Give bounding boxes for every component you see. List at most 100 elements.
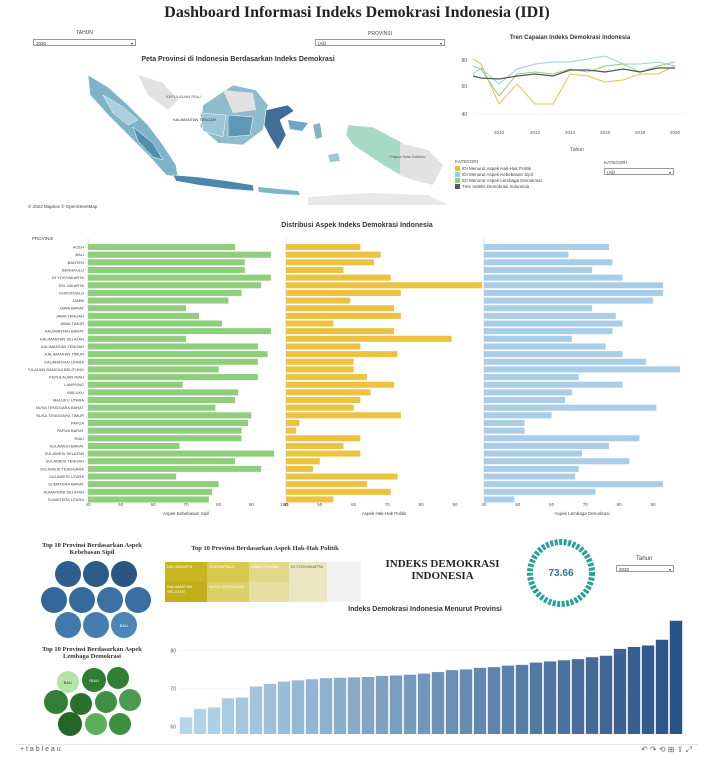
distribution-bar[interactable] (88, 374, 258, 381)
distribution-bar[interactable] (88, 259, 245, 266)
distribution-bar[interactable] (484, 282, 664, 289)
top10-sipil-bubbles[interactable]: BALI (34, 558, 154, 640)
distribution-bar[interactable] (286, 488, 391, 495)
province-bar[interactable] (347, 677, 361, 734)
province-bar[interactable] (627, 646, 641, 734)
distribution-bar[interactable] (484, 297, 653, 304)
distribution-bar[interactable] (286, 481, 368, 488)
province-bar[interactable] (375, 675, 389, 734)
province-bar[interactable] (389, 675, 403, 734)
treemap-cell[interactable]: JAWA TENGAH (249, 562, 289, 582)
treemap-cell[interactable]: DI YOGYAKARTA (289, 562, 327, 602)
province-bar[interactable] (249, 686, 263, 735)
distribution-bar[interactable] (286, 335, 452, 342)
bubble[interactable] (55, 561, 81, 587)
distribution-bar[interactable] (286, 251, 381, 258)
provinsi-filter-select[interactable]: (All) ▾ (315, 39, 445, 46)
distribution-bar[interactable] (286, 312, 401, 319)
province-bar[interactable] (501, 665, 515, 734)
province-bar[interactable] (305, 679, 319, 734)
distribution-bar[interactable] (286, 320, 334, 327)
distribution-bar[interactable] (484, 435, 640, 442)
province-bar[interactable] (417, 673, 431, 734)
distribution-bar[interactable] (286, 351, 398, 358)
distribution-bar[interactable] (286, 266, 344, 273)
treemap-cell[interactable]: DKI JAKARTA (165, 562, 207, 582)
bubble[interactable] (69, 587, 95, 613)
distribution-bar[interactable] (484, 404, 657, 411)
distribution-bar[interactable] (484, 274, 623, 281)
distribution-bar[interactable] (484, 335, 572, 342)
province-bar[interactable] (641, 645, 655, 734)
top10-lembaga-bubbles[interactable]: BALI RIAU (36, 664, 146, 742)
treemap-cell[interactable]: NUSA TENGGARA (207, 582, 249, 602)
java-region[interactable] (172, 174, 255, 192)
distribution-bar[interactable] (88, 419, 249, 426)
distribution-bar[interactable] (88, 450, 275, 457)
province-bar[interactable] (179, 717, 193, 734)
distribution-bar[interactable] (286, 274, 391, 281)
distribution-bar[interactable] (88, 351, 268, 358)
distribution-bar[interactable] (286, 465, 314, 472)
distribution-bar[interactable] (88, 473, 177, 480)
distribution-bar[interactable] (88, 442, 180, 449)
distribution-bar[interactable] (484, 442, 610, 449)
kpi-tahun-select[interactable]: 2020 ▾ (616, 565, 674, 572)
bubble[interactable] (111, 612, 137, 638)
distribution-bar[interactable] (286, 389, 371, 396)
distribution-bar[interactable] (88, 289, 242, 296)
distribution-bar[interactable] (484, 381, 623, 388)
distribution-chart[interactable]: PROVINSI ACEH BALI BANTEN BENGKULU DI YOGYAKA… (28, 232, 686, 522)
distribution-bar[interactable] (88, 427, 242, 434)
bubble[interactable] (95, 691, 117, 713)
treemap-cell[interactable] (327, 562, 361, 602)
bubble[interactable] (41, 587, 67, 613)
distribution-bar[interactable] (484, 496, 515, 503)
province-bar[interactable] (571, 659, 585, 734)
province-bar[interactable] (529, 662, 543, 734)
distribution-bar[interactable] (88, 282, 262, 289)
distribution-bar[interactable] (88, 358, 258, 365)
sulawesi-region[interactable] (263, 104, 295, 151)
province-bar[interactable] (669, 620, 683, 734)
province-bar[interactable] (193, 708, 207, 734)
distribution-bar[interactable] (286, 419, 300, 426)
province-bar[interactable] (403, 674, 417, 734)
nav-icons[interactable]: ↶ ↷ ⟲ ⊞ ⇪ ⤢ (640, 745, 692, 754)
province-bar[interactable] (207, 707, 221, 734)
treemap-cell[interactable]: KALIMANTAN SELATAN (165, 582, 207, 602)
distribution-bar[interactable] (286, 366, 354, 373)
distribution-bar[interactable] (88, 343, 258, 350)
province-bar[interactable] (613, 648, 627, 734)
bubble[interactable] (83, 561, 109, 587)
distribution-bar[interactable] (286, 297, 351, 304)
distribution-bar[interactable] (484, 473, 576, 480)
bubble[interactable] (109, 713, 131, 735)
bubble[interactable] (125, 587, 151, 613)
province-bar[interactable] (221, 698, 235, 734)
distribution-bar[interactable] (286, 412, 401, 419)
distribution-bar[interactable] (286, 496, 334, 503)
distribution-bar[interactable] (286, 435, 361, 442)
distribution-bar[interactable] (88, 488, 213, 495)
distribution-bar[interactable] (88, 251, 271, 258)
distribution-bar[interactable] (286, 244, 361, 251)
province-chart[interactable]: 80 70 60 (165, 616, 687, 740)
distribution-bar[interactable] (286, 458, 320, 465)
distribution-bar[interactable] (88, 435, 242, 442)
distribution-bar[interactable] (484, 481, 664, 488)
distribution-bar[interactable] (88, 397, 235, 404)
province-bar[interactable] (599, 655, 613, 734)
distribution-bar[interactable] (88, 481, 219, 488)
tableau-logo[interactable]: + t a b l e a u (20, 746, 61, 753)
province-bar[interactable] (515, 664, 529, 734)
distribution-bar[interactable] (88, 312, 200, 319)
distribution-bar[interactable] (286, 427, 297, 434)
distribution-bar[interactable] (484, 312, 616, 319)
province-bar[interactable] (487, 667, 501, 734)
distribution-bar[interactable] (484, 427, 525, 434)
distribution-bar[interactable] (286, 473, 398, 480)
distribution-bar[interactable] (286, 289, 401, 296)
bubble[interactable] (107, 667, 129, 689)
distribution-bar[interactable] (286, 305, 395, 312)
